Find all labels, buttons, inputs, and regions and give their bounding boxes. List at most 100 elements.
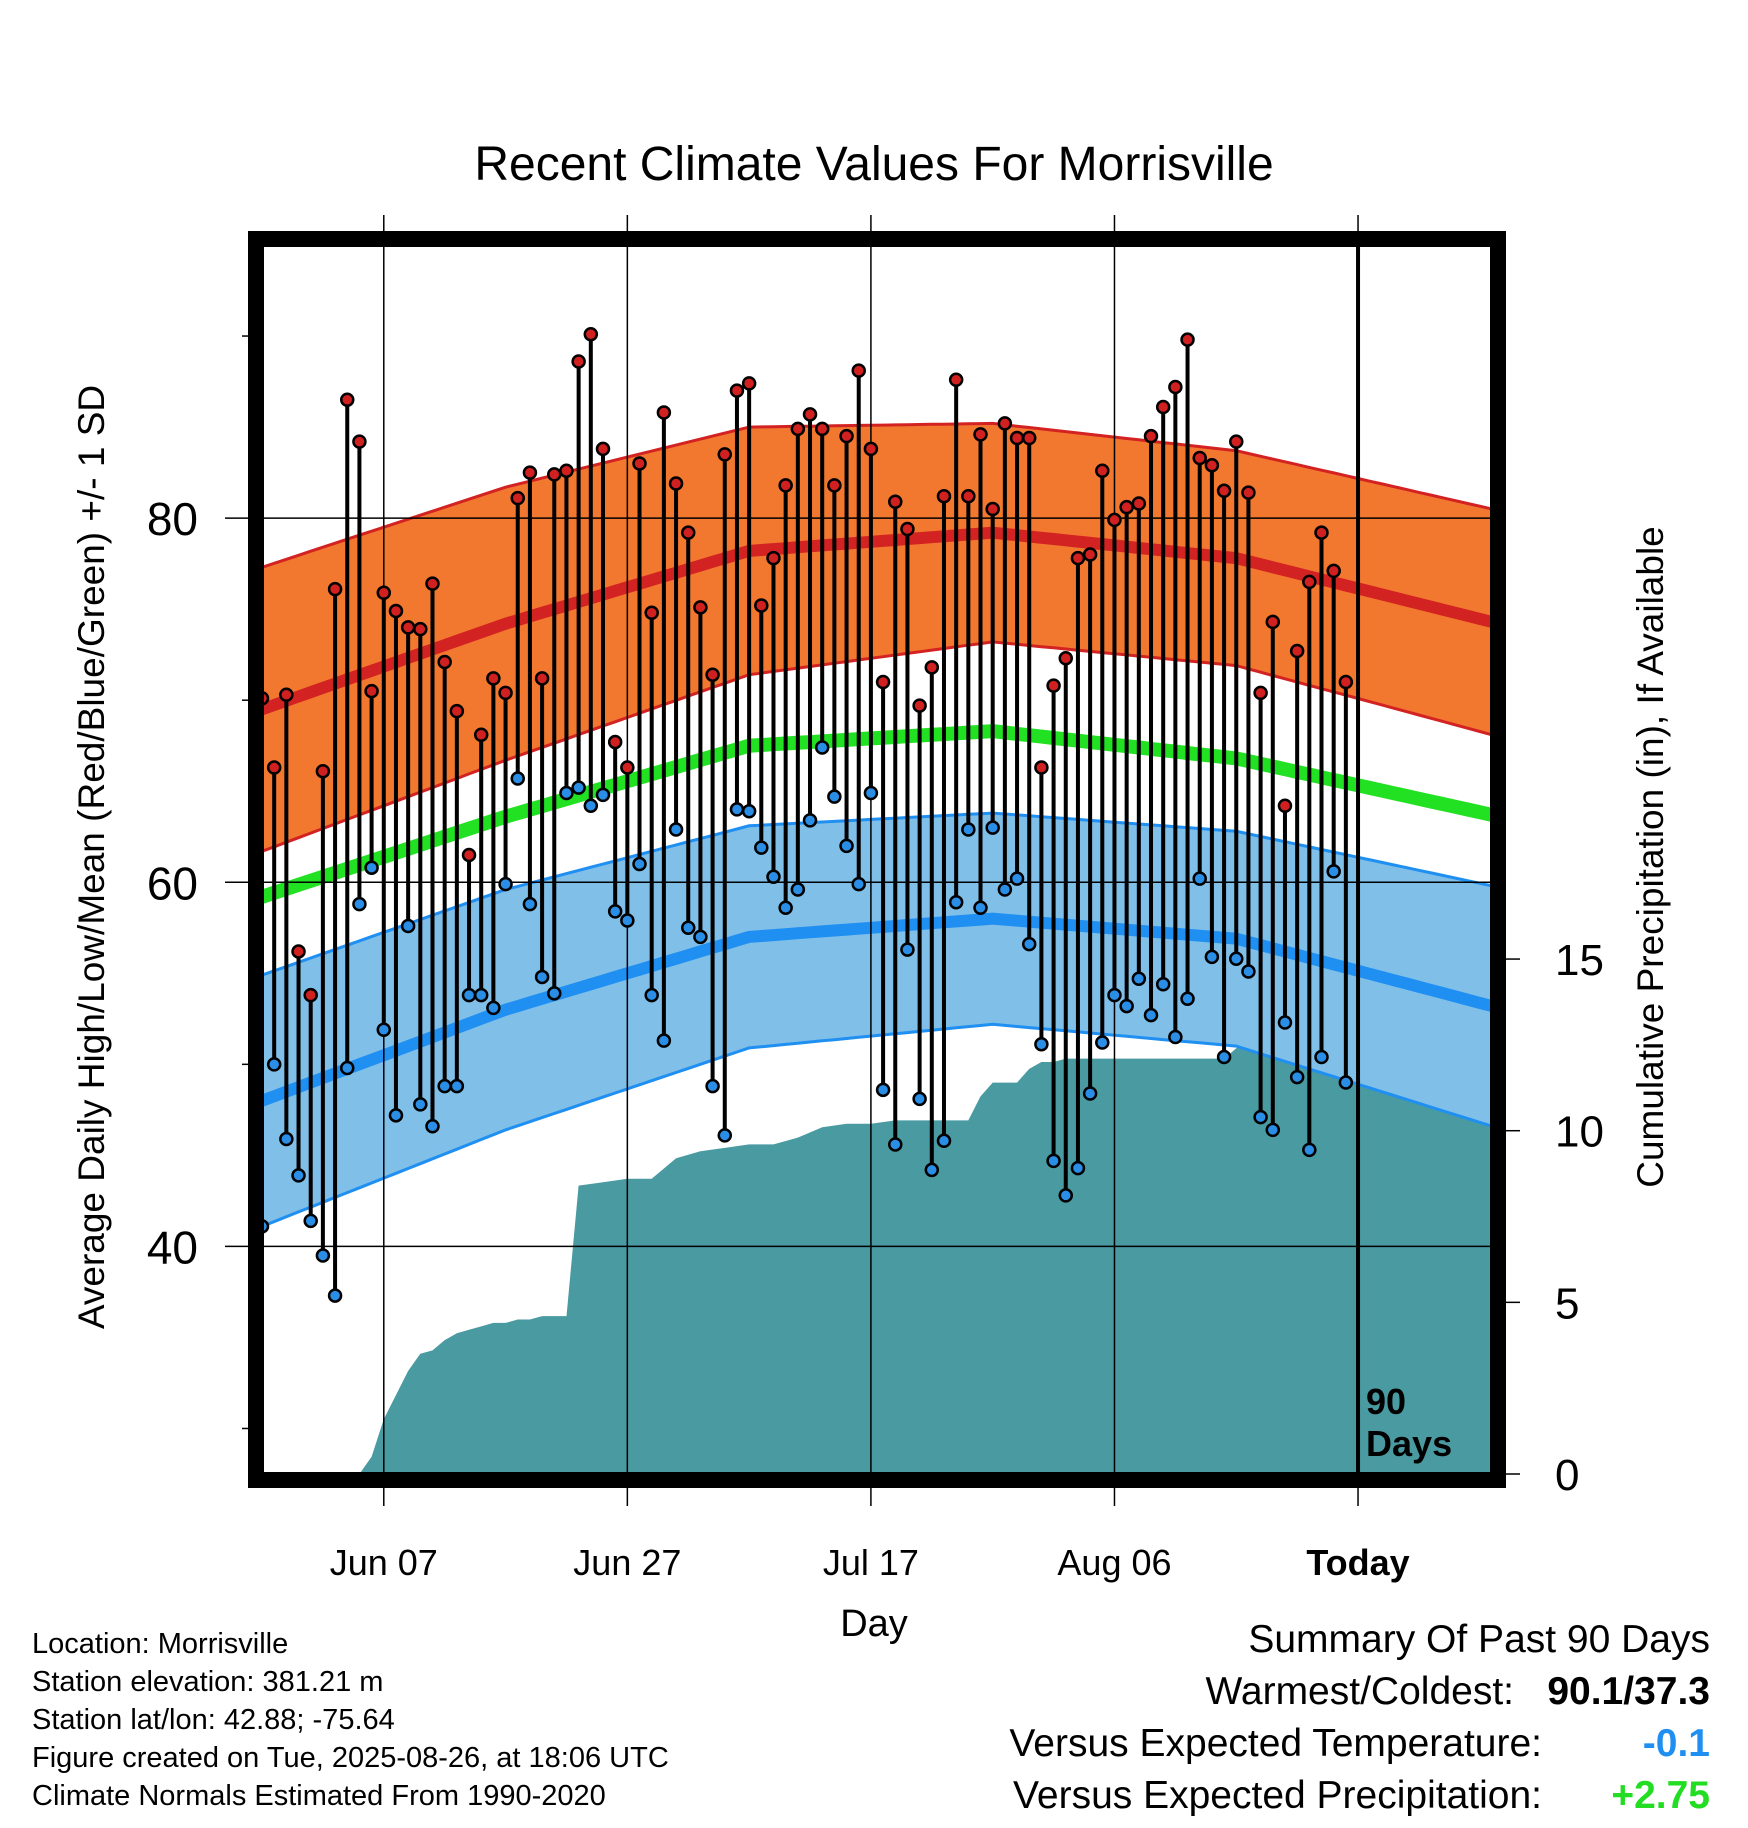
x-tick-label: Jun 07 — [330, 1542, 438, 1583]
daily-high-point — [437, 654, 452, 670]
daily-low-point — [912, 1091, 927, 1107]
daily-high-point — [717, 447, 733, 462]
elevation-text: Station elevation: 381.21 m — [32, 1666, 384, 1698]
daily-high-point — [510, 490, 525, 506]
daily-high-point — [1241, 485, 1256, 500]
daily-high-point — [985, 501, 1000, 517]
daily-high-point — [668, 476, 684, 491]
daily-low-point — [851, 876, 866, 892]
daily-high-point — [888, 494, 903, 509]
precip-departure-label: Versus Expected Precipitation: — [1013, 1774, 1542, 1817]
daily-high-point — [547, 467, 562, 482]
daily-high-point — [1009, 430, 1025, 446]
daily-high-point — [1131, 496, 1147, 511]
daily-high-point — [1168, 379, 1183, 395]
y-tick-label: 80 — [147, 493, 198, 545]
daily-high-point — [680, 525, 696, 540]
daily-high-point — [705, 667, 720, 682]
daily-low-point — [961, 822, 976, 837]
today-days-label: 90 Days — [1366, 1381, 1452, 1464]
daily-high-point — [1338, 674, 1354, 690]
daily-low-point — [1204, 949, 1220, 965]
daily-high-point — [1192, 450, 1207, 466]
daily-low-point — [1265, 1122, 1281, 1138]
daily-high-point — [486, 671, 501, 686]
daily-low-point — [888, 1137, 903, 1152]
daily-low-point — [1302, 1142, 1317, 1158]
daily-low-point — [973, 900, 988, 915]
daily-low-point — [693, 929, 708, 945]
daily-low-point — [339, 1060, 355, 1076]
daily-high-point — [376, 585, 392, 601]
daily-high-point — [1253, 685, 1268, 701]
daily-high-point — [266, 760, 282, 775]
daily-high-point — [400, 620, 416, 635]
daily-high-point — [790, 421, 806, 437]
y2-tick-label: 15 — [1555, 936, 1604, 985]
daily-high-point — [1095, 463, 1110, 479]
daily-low-point — [620, 913, 635, 928]
daily-low-point — [534, 969, 550, 985]
daily-high-point — [413, 621, 428, 637]
x-axis-label: Day — [840, 1603, 908, 1645]
today-days-label-line: 90 — [1366, 1381, 1406, 1422]
daily-low-point — [875, 1082, 891, 1098]
daily-high-point — [1289, 643, 1305, 659]
daily-low-point — [1180, 991, 1195, 1007]
daily-high-point — [364, 683, 379, 699]
daily-low-point — [1131, 971, 1147, 987]
daily-high-point — [754, 598, 769, 613]
daily-low-point — [425, 1118, 440, 1134]
daily-low-point — [705, 1078, 720, 1094]
daily-low-point — [729, 802, 745, 817]
daily-high-point — [632, 456, 647, 471]
daily-low-point — [827, 789, 842, 804]
temp-departure-label: Versus Expected Temperature: — [1009, 1722, 1542, 1765]
daily-high-point — [656, 405, 672, 420]
daily-low-point — [900, 942, 915, 957]
daily-high-point — [620, 760, 635, 775]
daily-low-point — [1095, 1035, 1110, 1050]
low-sd-band — [262, 811, 1492, 1229]
daily-low-point — [1253, 1109, 1268, 1125]
daily-low-point — [522, 896, 538, 912]
daily-high-point — [461, 847, 477, 863]
daily-low-point — [559, 785, 574, 801]
daily-low-point — [1216, 1049, 1232, 1065]
temp-departure-value: -0.1 — [1642, 1722, 1710, 1765]
daily-low-point — [266, 1057, 282, 1072]
daily-high-point — [571, 354, 586, 369]
daily-low-point — [1046, 1153, 1061, 1169]
daily-low-point — [571, 780, 586, 795]
daily-low-point — [583, 798, 599, 814]
daily-high-point — [863, 441, 879, 457]
daily-high-point — [559, 463, 574, 479]
daily-low-point — [1314, 1049, 1329, 1065]
daily-high-point — [315, 763, 331, 779]
daily-high-point — [1058, 651, 1074, 666]
daily-high-point — [900, 521, 915, 537]
daily-low-point — [1082, 1086, 1098, 1101]
daily-low-point — [741, 804, 757, 819]
daily-low-point — [680, 920, 696, 936]
daily-low-point — [510, 771, 525, 786]
daily-high-point — [778, 478, 793, 493]
daily-low-point — [766, 869, 781, 885]
daily-high-point — [534, 671, 550, 686]
daily-low-point — [376, 1022, 392, 1037]
summary-title: Summary Of Past 90 Days — [1248, 1618, 1710, 1661]
chart-title: Recent Climate Values For Morrisville — [474, 138, 1273, 191]
daily-low-point — [644, 987, 659, 1003]
daily-high-point — [339, 392, 355, 408]
daily-low-point — [461, 987, 477, 1003]
daily-high-point — [522, 465, 538, 480]
daily-high-point — [388, 603, 404, 619]
daily-low-point — [1241, 964, 1256, 979]
daily-low-point — [1021, 936, 1037, 952]
daily-low-point — [279, 1131, 294, 1147]
daily-high-point — [802, 407, 818, 422]
daily-low-point — [303, 1213, 318, 1229]
daily-high-point — [291, 944, 306, 959]
daily-low-point — [291, 1168, 306, 1183]
daily-high-point — [1326, 563, 1341, 579]
